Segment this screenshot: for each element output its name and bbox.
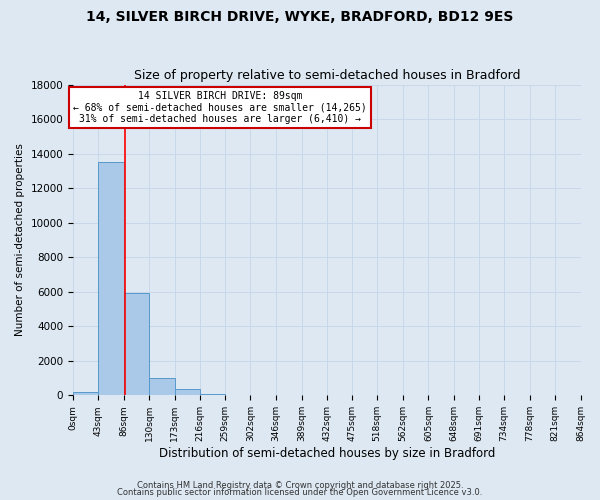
Bar [149, 378, 175, 396]
Bar [73, 392, 98, 396]
Title: Size of property relative to semi-detached houses in Bradford: Size of property relative to semi-detach… [134, 69, 520, 82]
Text: Contains public sector information licensed under the Open Government Licence v3: Contains public sector information licen… [118, 488, 482, 497]
Bar [124, 292, 149, 396]
Text: 14, SILVER BIRCH DRIVE, WYKE, BRADFORD, BD12 9ES: 14, SILVER BIRCH DRIVE, WYKE, BRADFORD, … [86, 10, 514, 24]
Text: Contains HM Land Registry data © Crown copyright and database right 2025.: Contains HM Land Registry data © Crown c… [137, 480, 463, 490]
X-axis label: Distribution of semi-detached houses by size in Bradford: Distribution of semi-detached houses by … [158, 447, 495, 460]
Bar [200, 394, 225, 396]
Y-axis label: Number of semi-detached properties: Number of semi-detached properties [15, 144, 25, 336]
Bar [175, 390, 200, 396]
Bar [98, 162, 124, 396]
Text: 14 SILVER BIRCH DRIVE: 89sqm
← 68% of semi-detached houses are smaller (14,265)
: 14 SILVER BIRCH DRIVE: 89sqm ← 68% of se… [73, 91, 367, 124]
